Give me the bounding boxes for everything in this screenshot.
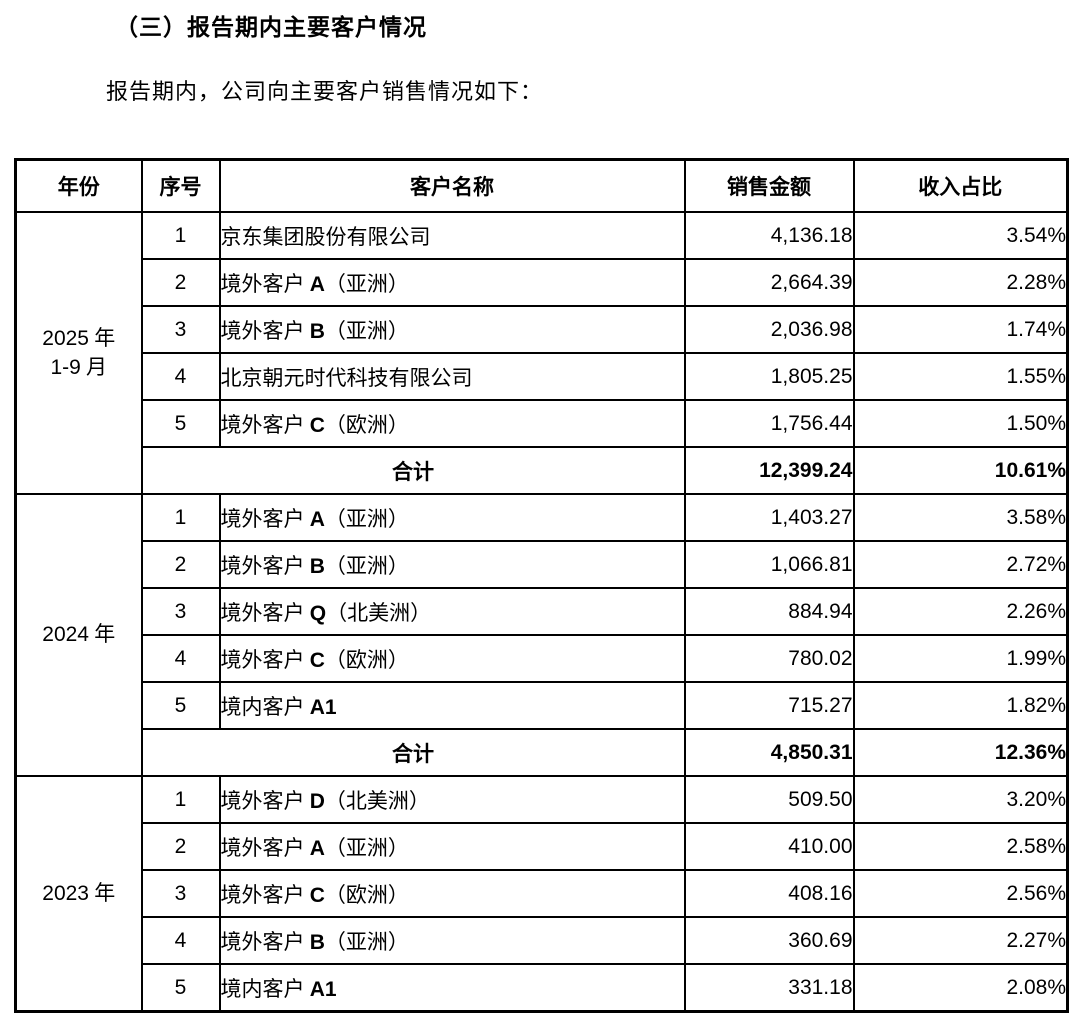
index-cell: 2	[140, 822, 221, 871]
total-row: 合计 4,850.31 12.36%	[16, 728, 1069, 777]
section-subtitle: 报告期内，公司向主要客户销售情况如下：	[106, 79, 544, 104]
share-cell: 2.27%	[852, 916, 1069, 965]
index-cell: 5	[140, 399, 221, 448]
amount-cell: 4,136.18	[683, 211, 855, 260]
year-cell-2025: 2025 年 1-9 月	[14, 211, 143, 495]
customer-cell: 境外客户 D（北美洲）	[218, 775, 686, 824]
share-cell: 2.58%	[852, 822, 1069, 871]
year-cell-2024: 2024 年	[14, 493, 143, 777]
customer-cell: 北京朝元时代科技有限公司	[218, 352, 686, 401]
table-row: 5 境内客户 A1 331.18 2.08%	[16, 963, 1069, 1013]
customer-cell: 境外客户 B（亚洲）	[218, 916, 686, 965]
share-cell: 1.82%	[852, 681, 1069, 730]
col-header-year: 年份	[14, 158, 143, 213]
index-cell: 3	[140, 869, 221, 918]
amount-cell: 509.50	[683, 775, 855, 824]
share-cell: 3.20%	[852, 775, 1069, 824]
share-cell: 2.56%	[852, 869, 1069, 918]
amount-cell: 884.94	[683, 587, 855, 636]
share-cell: 1.74%	[852, 305, 1069, 354]
customer-cell: 境外客户 B（亚洲）	[218, 540, 686, 589]
index-cell: 1	[140, 493, 221, 542]
amount-cell: 1,805.25	[683, 352, 855, 401]
index-cell: 1	[140, 211, 221, 260]
customer-table-container: 年份 序号 客户名称 销售金额 收入占比 2025 年 1-9 月 1 京东集团股…	[14, 158, 1069, 1013]
share-cell: 3.54%	[852, 211, 1069, 260]
table-row: 4 境外客户 B（亚洲） 360.69 2.27%	[16, 916, 1069, 965]
share-cell: 2.28%	[852, 258, 1069, 307]
customer-cell: 境内客户 A1	[218, 681, 686, 730]
index-cell: 3	[140, 305, 221, 354]
customer-cell: 境外客户 A（亚洲）	[218, 258, 686, 307]
index-cell: 2	[140, 540, 221, 589]
customer-table: 年份 序号 客户名称 销售金额 收入占比 2025 年 1-9 月 1 京东集团股…	[14, 158, 1069, 1013]
table-row: 5 境内客户 A1 715.27 1.82%	[16, 681, 1069, 730]
table-row: 3 境外客户 Q（北美洲） 884.94 2.26%	[16, 587, 1069, 636]
index-cell: 4	[140, 352, 221, 401]
index-cell: 5	[140, 963, 221, 1013]
table-row: 2 境外客户 A（亚洲） 410.00 2.58%	[16, 822, 1069, 871]
share-cell: 1.99%	[852, 634, 1069, 683]
customer-cell: 境外客户 A（亚洲）	[218, 493, 686, 542]
share-cell: 2.08%	[852, 963, 1069, 1013]
amount-cell: 1,066.81	[683, 540, 855, 589]
share-cell: 2.72%	[852, 540, 1069, 589]
table-row: 2 境外客户 B（亚洲） 1,066.81 2.72%	[16, 540, 1069, 589]
customer-cell: 境外客户 C（欧洲）	[218, 869, 686, 918]
total-row: 合计 12,399.24 10.61%	[16, 446, 1069, 495]
index-cell: 4	[140, 916, 221, 965]
total-label-cell: 合计	[140, 728, 686, 777]
table-row: 2 境外客户 A（亚洲） 2,664.39 2.28%	[16, 258, 1069, 307]
customer-cell: 境外客户 C（欧洲）	[218, 399, 686, 448]
amount-cell: 1,403.27	[683, 493, 855, 542]
amount-cell: 360.69	[683, 916, 855, 965]
customer-cell: 境外客户 B（亚洲）	[218, 305, 686, 354]
customer-cell: 境外客户 A（亚洲）	[218, 822, 686, 871]
total-share-cell: 12.36%	[852, 728, 1069, 777]
total-share-cell: 10.61%	[852, 446, 1069, 495]
table-row: 2025 年 1-9 月 1 京东集团股份有限公司 4,136.18 3.54%	[14, 211, 1069, 495]
year-cell-2023: 2023 年	[14, 775, 143, 1013]
share-cell: 3.58%	[852, 493, 1069, 542]
amount-cell: 2,036.98	[683, 305, 855, 354]
amount-cell: 410.00	[683, 822, 855, 871]
amount-cell: 2,664.39	[683, 258, 855, 307]
index-cell: 2	[140, 258, 221, 307]
total-amount-cell: 4,850.31	[683, 728, 855, 777]
table-row: 4 境外客户 C（欧洲） 780.02 1.99%	[16, 634, 1069, 683]
total-label-cell: 合计	[140, 446, 686, 495]
amount-cell: 1,756.44	[683, 399, 855, 448]
customer-cell: 境外客户 C（欧洲）	[218, 634, 686, 683]
table-row: 4 北京朝元时代科技有限公司 1,805.25 1.55%	[16, 352, 1069, 401]
share-cell: 1.50%	[852, 399, 1069, 448]
section-title: （三）报告期内主要客户情况	[115, 14, 427, 40]
index-cell: 4	[140, 634, 221, 683]
share-cell: 2.26%	[852, 587, 1069, 636]
customer-cell: 京东集团股份有限公司	[218, 211, 686, 260]
col-header-customer: 客户名称	[218, 158, 686, 213]
table-row: 3 境外客户 B（亚洲） 2,036.98 1.74%	[16, 305, 1069, 354]
amount-cell: 780.02	[683, 634, 855, 683]
share-cell: 1.55%	[852, 352, 1069, 401]
table-row: 2023 年 1 境外客户 D（北美洲） 509.50 3.20%	[14, 775, 1069, 1013]
index-cell: 1	[140, 775, 221, 824]
col-header-share: 收入占比	[852, 158, 1069, 213]
col-header-amount: 销售金额	[683, 158, 855, 213]
index-cell: 3	[140, 587, 221, 636]
amount-cell: 715.27	[683, 681, 855, 730]
year-label: 2025 年	[42, 325, 116, 350]
col-header-index: 序号	[140, 158, 221, 213]
total-amount-cell: 12,399.24	[683, 446, 855, 495]
table-row: 2024 年 1 境外客户 A（亚洲） 1,403.27 3.58%	[14, 493, 1069, 777]
amount-cell: 408.16	[683, 869, 855, 918]
table-row: 5 境外客户 C（欧洲） 1,756.44 1.50%	[16, 399, 1069, 448]
customer-cell: 境内客户 A1	[218, 963, 686, 1013]
year-label-line2: 1-9 月	[50, 355, 108, 379]
header-row: 年份 序号 客户名称 销售金额 收入占比	[14, 158, 1069, 213]
customer-cell: 境外客户 Q（北美洲）	[218, 587, 686, 636]
amount-cell: 331.18	[683, 963, 855, 1013]
index-cell: 5	[140, 681, 221, 730]
table-row: 3 境外客户 C（欧洲） 408.16 2.56%	[16, 869, 1069, 918]
